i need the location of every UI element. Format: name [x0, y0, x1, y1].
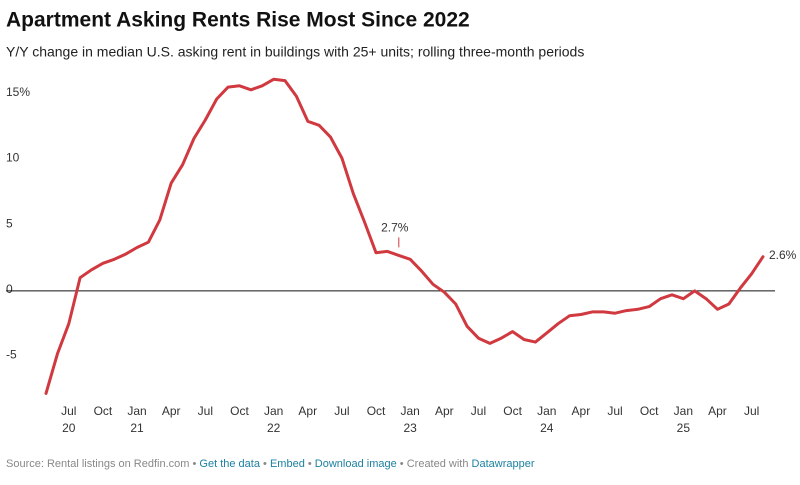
x-year-label: 20: [62, 421, 76, 435]
link[interactable]: Embed: [270, 458, 305, 470]
x-year-label: 25: [677, 421, 691, 435]
y-tick-label: 10: [6, 151, 20, 165]
link[interactable]: Get the data: [199, 458, 260, 470]
x-tick-label: Oct: [640, 404, 659, 418]
x-tick-label: Apr: [435, 404, 454, 418]
x-year-label: 22: [267, 421, 281, 435]
chart-title: Apartment Asking Rents Rise Most Since 2…: [6, 9, 470, 32]
x-tick-label: Oct: [94, 404, 113, 418]
x-tick-label: Jul: [198, 404, 213, 418]
y-tick-label: 5: [6, 216, 13, 230]
line: [44, 77, 765, 395]
x-tick-label: Jul: [61, 404, 76, 418]
x-year-label: 21: [130, 421, 144, 435]
x-tick-label: Apr: [572, 404, 591, 418]
x-tick-label: Jul: [744, 404, 759, 418]
y-tick-label: 15%: [6, 85, 30, 99]
x-tick-label: Jan: [674, 404, 693, 418]
data-label: 2.6%: [769, 248, 797, 262]
data-label: 2.7%: [381, 221, 409, 235]
x-tick-label: Jul: [334, 404, 349, 418]
link[interactable]: Download image: [315, 458, 397, 470]
x-tick-label: Jan: [127, 404, 146, 418]
x-tick-label: Jan: [264, 404, 283, 418]
x-tick-label: Oct: [230, 404, 249, 418]
footer: Source: Rental listings on Redfin.com • …: [6, 458, 535, 470]
y-tick-label: -5: [6, 348, 17, 362]
chart-subtitle: Y/Y change in median U.S. asking rent in…: [6, 44, 584, 60]
credit[interactable]: Datawrapper: [472, 458, 535, 470]
x-year-label: 23: [404, 421, 418, 435]
credit-prefix: Created with: [407, 458, 469, 470]
x-tick-label: Apr: [298, 404, 317, 418]
x-tick-label: Apr: [708, 404, 727, 418]
x-tick-label: Jul: [471, 404, 486, 418]
x-year-label: 24: [540, 421, 554, 435]
y-tick-label: 0: [6, 282, 13, 296]
source: Source: Rental listings on Redfin.com: [6, 458, 189, 470]
x-tick-label: Oct: [503, 404, 522, 418]
x-tick-label: Oct: [367, 404, 386, 418]
x-tick-label: Jan: [537, 404, 556, 418]
x-tick-label: Jul: [607, 404, 622, 418]
x-tick-label: Jan: [401, 404, 420, 418]
x-tick-label: Apr: [162, 404, 181, 418]
